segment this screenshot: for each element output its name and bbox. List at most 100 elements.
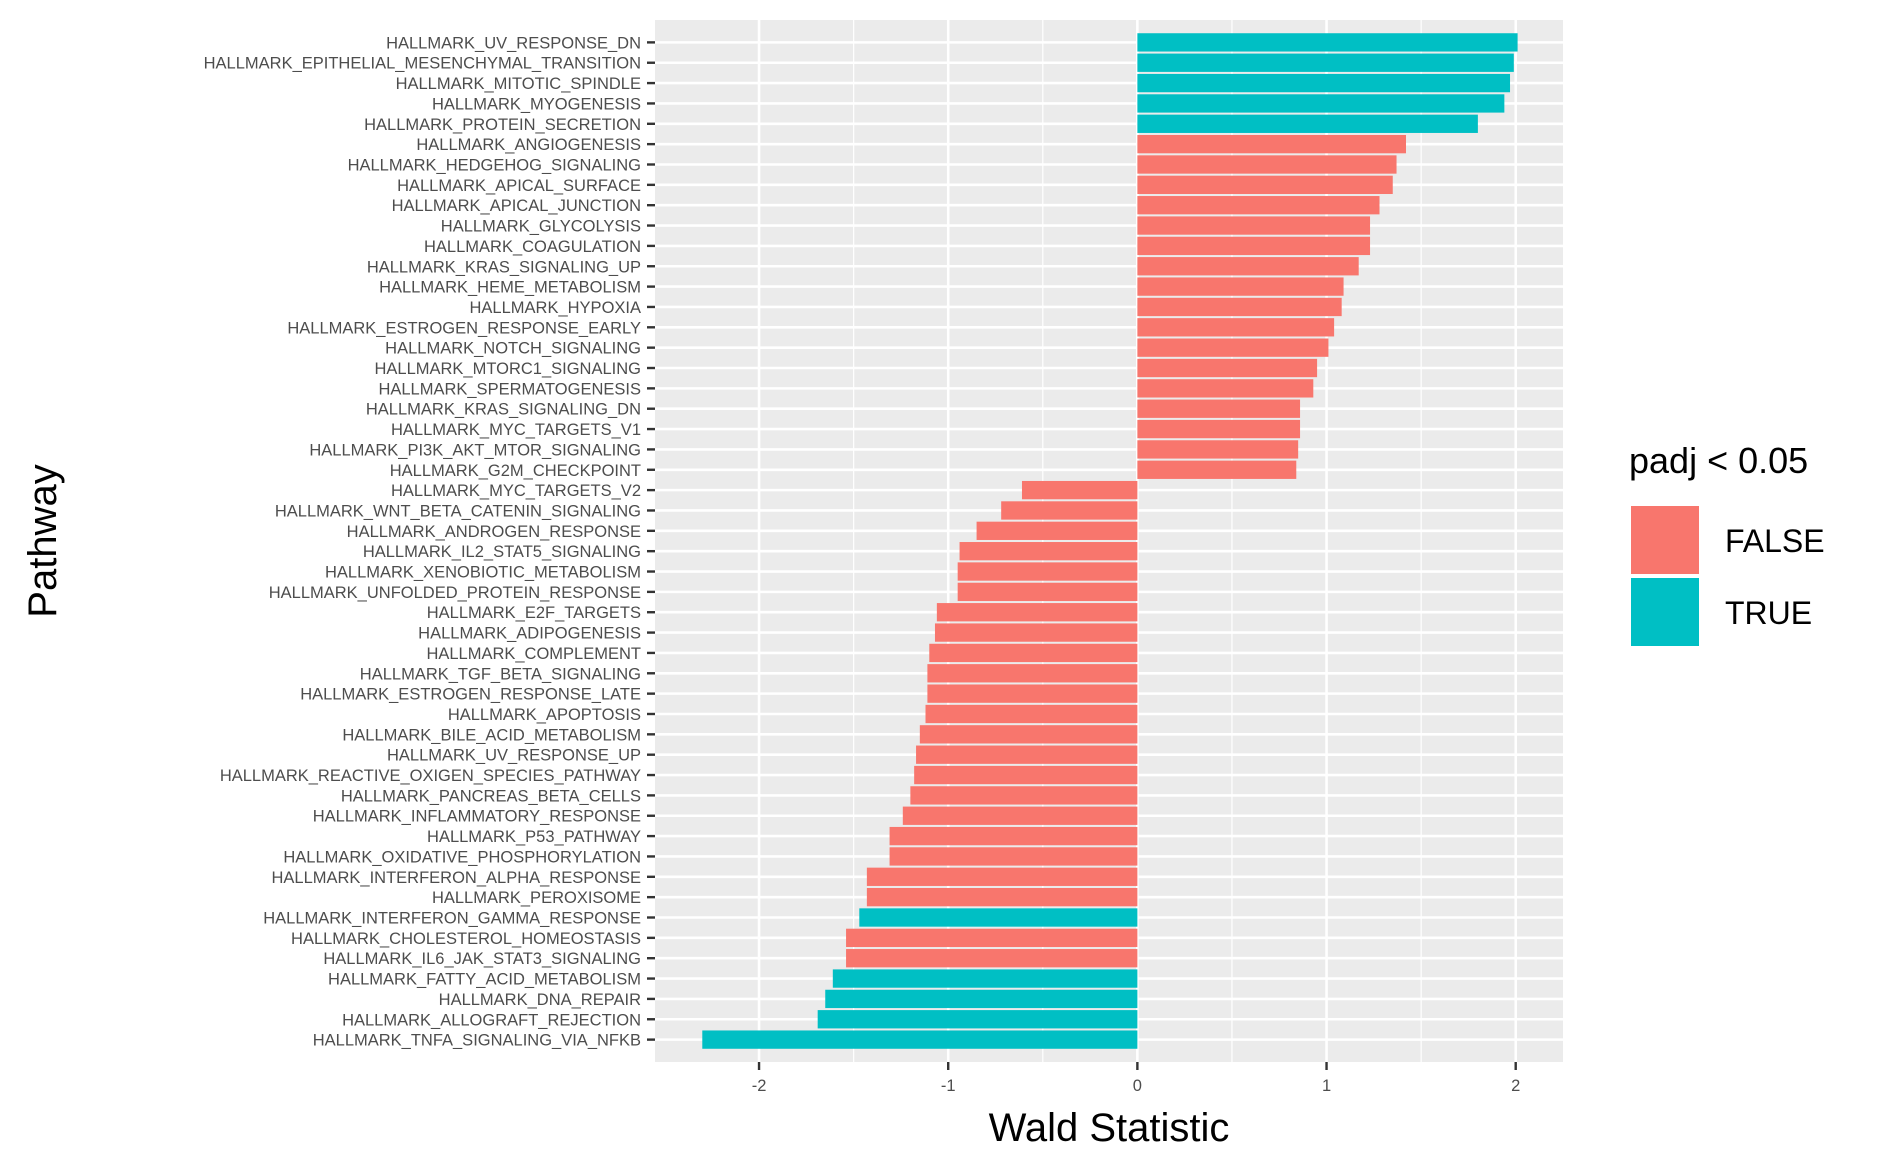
bar: [959, 542, 1138, 561]
x-tick-label: 0: [1133, 1077, 1142, 1095]
legend: padj < 0.05 FALSE TRUE: [1629, 440, 1825, 646]
y-tick-label: HALLMARK_MYC_TARGETS_V1: [391, 421, 641, 439]
bar: [1137, 358, 1318, 378]
y-tick-label: HALLMARK_MYOGENESIS: [432, 95, 641, 113]
y-tick-label: HALLMARK_P53_PATHWAY: [427, 828, 641, 846]
bar: [1137, 134, 1406, 154]
bar: [1021, 480, 1138, 500]
y-tick-label: HALLMARK_BILE_ACID_METABOLISM: [342, 726, 641, 744]
y-tick-label: HALLMARK_HEME_METABOLISM: [379, 279, 641, 297]
y-tick-label: HALLMARK_WNT_BETA_CATENIN_SIGNALING: [275, 502, 641, 520]
bar: [929, 643, 1138, 663]
y-tick-label: HALLMARK_SPERMATOGENESIS: [378, 380, 641, 398]
y-axis-title: Pathway: [21, 464, 65, 617]
y-tick-label: HALLMARK_XENOBIOTIC_METABOLISM: [325, 564, 641, 582]
y-tick-label: HALLMARK_MTORC1_SIGNALING: [374, 360, 641, 378]
y-tick-label: HALLMARK_KRAS_SIGNALING_UP: [367, 258, 641, 276]
bar: [1137, 196, 1380, 215]
bar: [825, 989, 1138, 1009]
y-tick-label: HALLMARK_PANCREAS_BETA_CELLS: [341, 787, 641, 805]
y-tick-label: HALLMARK_ADIPOGENESIS: [418, 625, 641, 643]
y-tick-label: HALLMARK_OXIDATIVE_PHOSPHORYLATION: [283, 848, 641, 866]
bar: [1137, 277, 1344, 296]
bar: [1137, 379, 1314, 398]
bar: [1137, 114, 1478, 133]
y-tick-label: HALLMARK_E2F_TARGETS: [427, 604, 641, 622]
y-tick-label: HALLMARK_PEROXISOME: [432, 889, 641, 907]
legend-title: padj < 0.05: [1629, 440, 1808, 481]
bar: [1137, 338, 1329, 357]
y-tick-label: HALLMARK_COAGULATION: [424, 238, 641, 256]
y-tick-label: HALLMARK_KRAS_SIGNALING_DN: [366, 401, 641, 419]
y-tick-label: HALLMARK_UV_RESPONSE_UP: [387, 747, 641, 765]
bar: [1137, 94, 1505, 113]
y-tick-label: HALLMARK_APICAL_SURFACE: [397, 177, 641, 195]
y-tick-label: HALLMARK_NOTCH_SIGNALING: [385, 340, 641, 358]
bar: [1137, 216, 1371, 235]
bar: [914, 765, 1138, 785]
y-tick-label: HALLMARK_UV_RESPONSE_DN: [386, 34, 641, 52]
bar: [957, 582, 1138, 602]
y-tick-label: HALLMARK_MYC_TARGETS_V2: [391, 482, 641, 500]
bar: [1137, 297, 1342, 317]
bar: [889, 847, 1138, 866]
y-tick-label: HALLMARK_COMPLEMENT: [426, 645, 641, 663]
bar: [846, 928, 1138, 948]
bar: [1137, 33, 1518, 52]
y-tick-label: HALLMARK_FATTY_ACID_METABOLISM: [328, 971, 641, 989]
bar: [934, 623, 1138, 642]
bar: [927, 684, 1138, 703]
y-tick-label: HALLMARK_DNA_REPAIR: [439, 991, 641, 1009]
bar: [1137, 419, 1301, 439]
bar: [1137, 257, 1359, 276]
bar: [976, 521, 1138, 540]
y-tick-label: HALLMARK_TGF_BETA_SIGNALING: [360, 665, 641, 683]
bar: [846, 949, 1138, 968]
bar: [1137, 73, 1511, 93]
y-tick-label: HALLMARK_G2M_CHECKPOINT: [390, 462, 641, 480]
y-tick-label: HALLMARK_HEDGEHOG_SIGNALING: [348, 156, 641, 174]
bar: [916, 745, 1138, 764]
y-tick-label: HALLMARK_EPITHELIAL_MESENCHYMAL_TRANSITI…: [204, 55, 641, 73]
legend-key-false: [1631, 506, 1699, 574]
bar: [936, 603, 1138, 622]
y-tick-label: HALLMARK_ANDROGEN_RESPONSE: [347, 523, 641, 541]
x-tick-label: 1: [1322, 1077, 1331, 1095]
bars-group: [702, 33, 1518, 1049]
bar: [1137, 175, 1393, 195]
legend-label-true: TRUE: [1725, 595, 1812, 631]
bar: [919, 725, 1138, 744]
y-tick-label: HALLMARK_INTERFERON_GAMMA_RESPONSE: [263, 910, 641, 928]
y-tick-label: HALLMARK_PI3K_AKT_MTOR_SIGNALING: [309, 441, 641, 459]
y-tick-label: HALLMARK_APICAL_JUNCTION: [392, 197, 641, 215]
y-tick-label: HALLMARK_PROTEIN_SECRETION: [364, 116, 641, 134]
bar: [1001, 501, 1138, 520]
bar: [902, 806, 1138, 825]
x-axis: -2 -1 0 1 2: [752, 1062, 1520, 1095]
bar: [832, 969, 1138, 988]
y-tick-label: HALLMARK_ESTROGEN_RESPONSE_EARLY: [287, 319, 641, 337]
y-tick-label: HALLMARK_HYPOXIA: [470, 299, 641, 317]
bar: [1137, 460, 1297, 479]
bar: [925, 704, 1138, 724]
x-axis-title: Wald Statistic: [989, 1106, 1230, 1150]
y-tick-label: HALLMARK_IL6_JAK_STAT3_SIGNALING: [323, 950, 641, 968]
y-tick-label: HALLMARK_REACTIVE_OXIGEN_SPECIES_PATHWAY: [220, 767, 641, 785]
bar: [910, 786, 1138, 805]
bar: [702, 1030, 1138, 1049]
y-axis: HALLMARK_UV_RESPONSE_DN HALLMARK_EPITHELI…: [204, 34, 655, 1050]
y-tick-label: HALLMARK_IL2_STAT5_SIGNALING: [363, 543, 641, 561]
bar: [859, 908, 1138, 927]
bar: [1137, 318, 1335, 337]
bar: [866, 867, 1138, 886]
y-tick-label: HALLMARK_MITOTIC_SPINDLE: [396, 75, 641, 93]
bar: [889, 826, 1138, 846]
bar: [866, 887, 1138, 907]
y-tick-label: HALLMARK_GLYCOLYSIS: [441, 218, 641, 236]
x-tick-label: -2: [752, 1077, 767, 1095]
bar: [1137, 236, 1371, 256]
legend-key-true: [1631, 578, 1699, 646]
legend-label-false: FALSE: [1725, 523, 1825, 559]
bar: [957, 562, 1138, 581]
bar: [1137, 440, 1299, 459]
